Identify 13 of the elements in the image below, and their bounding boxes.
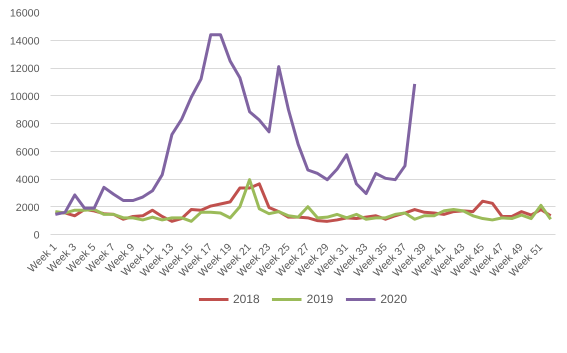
- legend-label: 2020: [380, 292, 408, 306]
- y-tick-label: 14000: [10, 35, 40, 48]
- line-series: [54, 33, 416, 216]
- y-tick-label: 2000: [16, 202, 40, 214]
- y-tick-label: 10000: [10, 90, 40, 103]
- y-tick-label: 0: [34, 230, 40, 242]
- legend-label: 2019: [306, 292, 334, 306]
- y-tick-label: 6000: [16, 146, 40, 158]
- y-tick-label: 4000: [16, 174, 40, 186]
- y-tick-label: 8000: [16, 118, 40, 130]
- legend-label: 2018: [232, 292, 260, 306]
- y-tick-label: 16000: [10, 8, 40, 20]
- y-tick-label: 12000: [10, 63, 40, 75]
